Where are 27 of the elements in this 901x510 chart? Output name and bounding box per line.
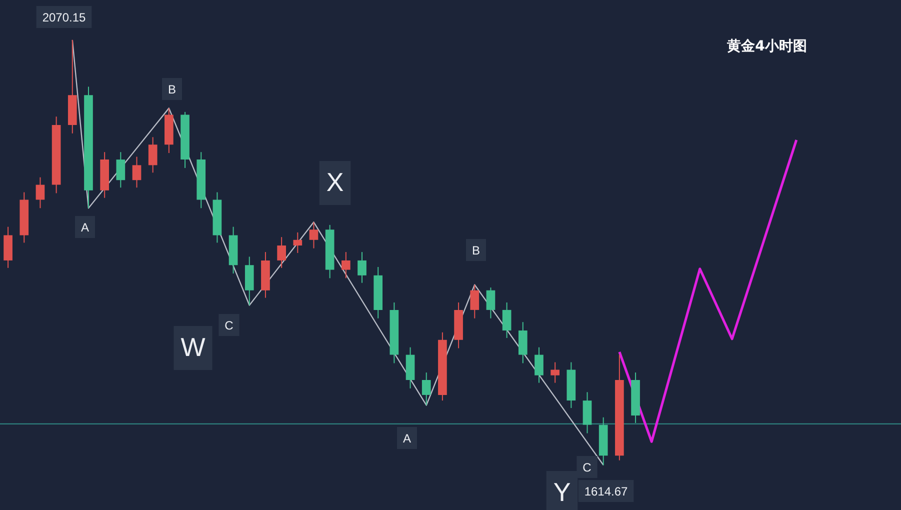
candlestick	[277, 236, 286, 268]
candlestick	[116, 152, 126, 188]
candlestick	[550, 362, 560, 384]
annotation: B	[472, 243, 480, 258]
candlestick	[309, 222, 318, 249]
chart-title: 黄金4小时图	[726, 38, 807, 55]
candlestick	[293, 232, 302, 254]
annotation: X	[326, 167, 344, 198]
annotation: A	[80, 220, 90, 234]
candlestick	[132, 156, 142, 188]
candlestick	[341, 252, 350, 279]
text: 1614.67	[584, 484, 628, 498]
text: 2070.15	[42, 10, 86, 24]
annotation: C	[582, 460, 592, 474]
annotation: A	[402, 431, 412, 446]
candlestick	[534, 346, 544, 384]
candlestick	[358, 252, 366, 284]
candlestick	[148, 136, 158, 174]
annotation: W	[180, 332, 206, 362]
candlestick	[470, 284, 480, 319]
candlestick	[502, 302, 512, 338]
text: Y	[553, 477, 571, 508]
candlestick	[422, 372, 431, 406]
candlestick	[486, 287, 496, 319]
annotation: B	[168, 82, 176, 96]
candlestick	[36, 176, 45, 209]
annotation: C	[224, 318, 234, 332]
